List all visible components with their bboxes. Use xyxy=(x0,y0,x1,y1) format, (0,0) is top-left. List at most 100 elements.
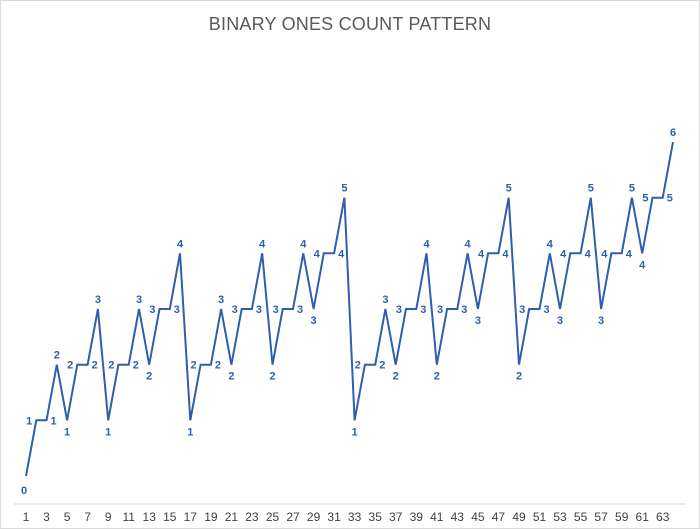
data-label: 2 xyxy=(146,371,152,383)
x-tick-label: 25 xyxy=(266,510,280,524)
x-tick-label: 37 xyxy=(389,510,403,524)
data-label: 5 xyxy=(642,193,648,205)
data-label: 2 xyxy=(190,360,196,372)
x-tick-label: 5 xyxy=(64,510,71,524)
data-label: 3 xyxy=(95,294,101,306)
data-label: 5 xyxy=(506,183,512,195)
data-label: 2 xyxy=(355,360,361,372)
x-tick-label: 15 xyxy=(163,510,177,524)
x-tick-label: 29 xyxy=(307,510,321,524)
data-label: 2 xyxy=(393,371,399,383)
data-label: 4 xyxy=(626,248,633,260)
data-label: 3 xyxy=(475,315,481,327)
data-label: 2 xyxy=(133,360,139,372)
x-tick-label: 21 xyxy=(225,510,239,524)
data-label: 3 xyxy=(461,304,467,316)
x-axis-tick-labels: 1 3 5 7 9 11 13 15 17 19 21 23 25 27 29 31 33 35 37 39 41 43 4… xyxy=(23,510,670,524)
data-label: 2 xyxy=(67,360,73,372)
x-tick-label: 1 xyxy=(23,510,30,524)
data-label: 1 xyxy=(105,426,111,438)
x-tick-label: 33 xyxy=(348,510,362,524)
x-tick-label: 35 xyxy=(369,510,383,524)
x-tick-label: 13 xyxy=(143,510,157,524)
x-tick-label: 27 xyxy=(286,510,300,524)
data-label: 3 xyxy=(174,304,180,316)
data-label: 4 xyxy=(639,259,646,271)
data-label: 5 xyxy=(667,193,673,205)
data-label: 4 xyxy=(465,238,472,250)
data-label: 3 xyxy=(544,304,550,316)
data-label: 3 xyxy=(557,315,563,327)
x-tick-label: 45 xyxy=(471,510,485,524)
data-label: 2 xyxy=(516,371,522,383)
data-label: 2 xyxy=(108,360,114,372)
x-tick-label: 53 xyxy=(553,510,567,524)
chart-title: BINARY ONES COUNT PATTERN xyxy=(208,14,492,34)
data-label: 1 xyxy=(51,415,57,427)
data-label: 3 xyxy=(311,315,317,327)
data-label: 4 xyxy=(502,248,509,260)
data-label: 2 xyxy=(228,371,234,383)
x-tick-label: 19 xyxy=(204,510,218,524)
x-tick-label: 57 xyxy=(594,510,608,524)
x-tick-label: 49 xyxy=(512,510,526,524)
data-label: 3 xyxy=(598,315,604,327)
x-tick-label: 59 xyxy=(615,510,629,524)
data-label: 1 xyxy=(352,426,358,438)
data-label: 4 xyxy=(177,238,184,250)
data-label: 3 xyxy=(382,294,388,306)
data-label: 2 xyxy=(269,371,275,383)
x-tick-label: 9 xyxy=(105,510,112,524)
x-tick-label: 23 xyxy=(245,510,259,524)
data-label: 3 xyxy=(136,294,142,306)
x-tick-label: 51 xyxy=(533,510,547,524)
data-label: 3 xyxy=(420,304,426,316)
data-label: 2 xyxy=(215,360,221,372)
x-tick-label: 39 xyxy=(410,510,424,524)
x-tick-label: 47 xyxy=(492,510,506,524)
x-tick-label: 31 xyxy=(327,510,341,524)
data-label: 5 xyxy=(341,183,347,195)
data-label: 4 xyxy=(300,238,307,250)
x-tick-label: 55 xyxy=(574,510,588,524)
data-label: 1 xyxy=(64,426,70,438)
data-label: 3 xyxy=(256,304,262,316)
data-label: 4 xyxy=(338,248,345,260)
data-label: 3 xyxy=(519,304,525,316)
data-label: 3 xyxy=(218,294,224,306)
data-label: 4 xyxy=(478,248,485,260)
x-tick-label: 11 xyxy=(122,510,135,524)
x-tick-label: 3 xyxy=(43,510,50,524)
data-label: 3 xyxy=(149,304,155,316)
data-label: 2 xyxy=(92,360,98,372)
x-tick-label: 17 xyxy=(184,510,198,524)
data-label: 5 xyxy=(588,183,594,195)
data-label: 3 xyxy=(232,304,238,316)
data-label: 2 xyxy=(379,360,385,372)
data-label: 3 xyxy=(396,304,402,316)
data-label: 4 xyxy=(423,238,430,250)
data-label: 6 xyxy=(670,127,676,139)
data-label: 4 xyxy=(259,238,266,250)
data-label: 3 xyxy=(437,304,443,316)
data-label: 3 xyxy=(297,304,303,316)
series-line xyxy=(25,141,674,477)
data-label: 4 xyxy=(601,248,608,260)
x-tick-label: 7 xyxy=(84,510,91,524)
data-label: 1 xyxy=(26,415,32,427)
data-label: 4 xyxy=(585,248,592,260)
x-tick-label: 61 xyxy=(636,510,650,524)
data-label: 1 xyxy=(187,426,193,438)
data-label: 4 xyxy=(560,248,567,260)
x-tick-label: 41 xyxy=(430,510,444,524)
x-tick-label: 43 xyxy=(451,510,465,524)
data-label: 5 xyxy=(629,183,635,195)
data-label: 0 xyxy=(21,485,27,497)
data-label: 2 xyxy=(434,371,440,383)
data-label: 4 xyxy=(547,238,554,250)
data-label: 2 xyxy=(54,350,60,362)
data-label: 4 xyxy=(314,248,321,260)
